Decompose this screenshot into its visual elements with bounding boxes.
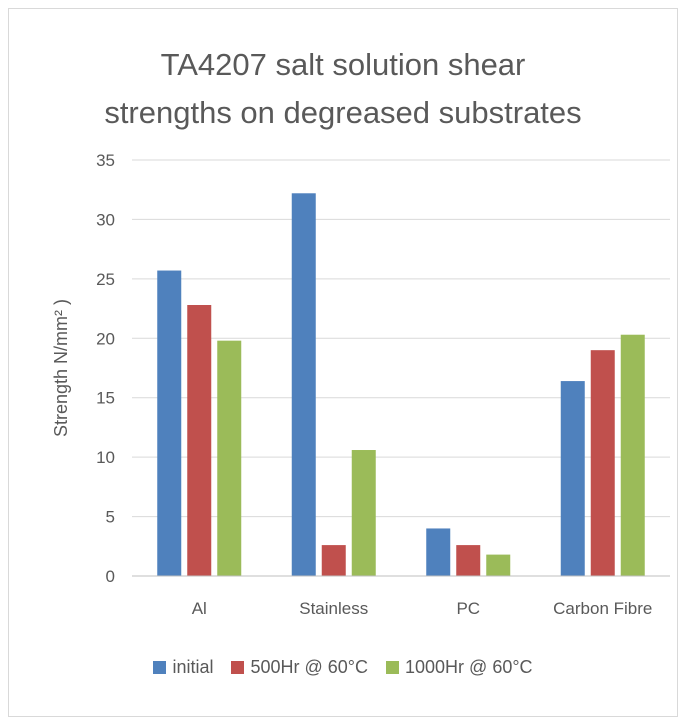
y-axis-title: Strength N/mm² ) (51, 299, 71, 437)
bar-pc-series-2 (486, 554, 511, 576)
bar-carbon-fibre-series-0 (560, 381, 585, 576)
bar-al-series-1 (187, 305, 212, 576)
bar-al-series-2 (217, 340, 242, 576)
legend-swatch-1000hr (386, 661, 400, 674)
y-tick-label: 10 (96, 448, 115, 467)
bar-stainless-series-2 (351, 450, 376, 576)
y-tick-label: 30 (96, 210, 115, 229)
y-tick-label: 5 (106, 508, 115, 527)
bar-stainless-series-1 (321, 545, 346, 576)
x-tick-label: Carbon Fibre (553, 599, 652, 618)
bar-carbon-fibre-series-1 (590, 350, 615, 576)
chart-title-line-1: TA4207 salt solution shear (160, 47, 526, 82)
legend-item-1000hr: 1000Hr @ 60°C (386, 657, 533, 678)
x-tick-label: Al (192, 599, 207, 618)
legend-swatch-500hr (231, 661, 245, 674)
y-tick-label: 20 (96, 329, 115, 348)
legend-label-500hr: 500Hr @ 60°C (250, 657, 369, 677)
y-tick-label: 0 (106, 567, 115, 586)
bar-al-series-0 (157, 270, 182, 576)
legend-swatch-initial (153, 661, 167, 674)
y-tick-label: 15 (96, 389, 115, 408)
x-tick-label: Stainless (299, 599, 368, 618)
plot-area: 0 5 10 15 20 25 30 35 Strength N/mm² ) Al Stainles… (51, 151, 670, 618)
legend: initial 500Hr @ 60°C 1000Hr @ 60°C (9, 657, 677, 678)
chart-frame: TA4207 salt solution shear strengths on … (8, 8, 678, 717)
legend-label-1000hr: 1000Hr @ 60°C (405, 657, 533, 677)
bar-pc-series-1 (456, 545, 481, 576)
legend-label-initial: initial (172, 657, 214, 677)
legend-item-500hr: 500Hr @ 60°C (231, 657, 368, 678)
bar-carbon-fibre-series-2 (620, 334, 645, 576)
chart-title: TA4207 salt solution shear strengths on … (9, 41, 677, 137)
legend-item-initial: initial (153, 657, 213, 678)
y-tick-label: 35 (96, 151, 115, 170)
y-tick-label: 25 (96, 270, 115, 289)
bar-stainless-series-0 (291, 193, 316, 576)
chart-title-line-2: strengths on degreased substrates (104, 95, 582, 130)
x-tick-label: PC (456, 599, 480, 618)
bar-pc-series-0 (426, 528, 451, 576)
